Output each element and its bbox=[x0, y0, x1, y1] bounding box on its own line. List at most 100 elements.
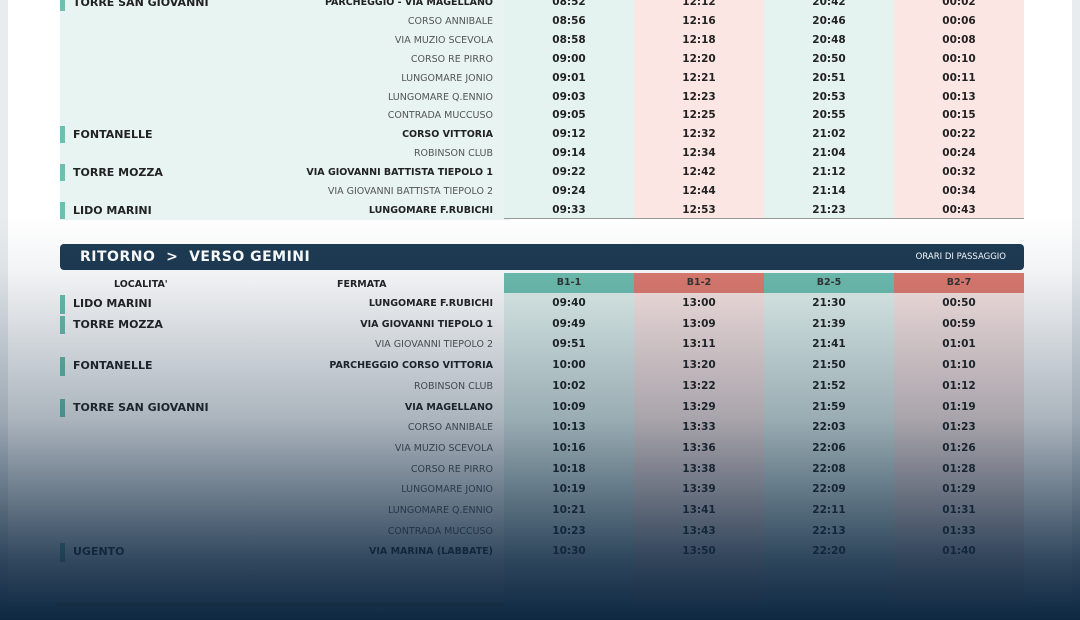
time: 13:43 bbox=[682, 524, 716, 537]
locality: TORRE MOZZA bbox=[73, 166, 163, 180]
time: 20:48 bbox=[812, 33, 846, 46]
title: RITORNO bbox=[80, 249, 156, 265]
stop: CORSO RE PIRRO bbox=[410, 463, 493, 475]
time: 01:28 bbox=[942, 462, 976, 475]
time: 21:39 bbox=[812, 317, 846, 330]
time: 21:12 bbox=[812, 166, 846, 179]
time: 21:04 bbox=[812, 147, 846, 160]
time: 01:40 bbox=[942, 545, 976, 558]
stop: PARCHEGGIO CORSO VITTORIA bbox=[329, 360, 493, 372]
time: 13:22 bbox=[682, 379, 716, 392]
time: 10:30 bbox=[552, 545, 586, 558]
locality: LIDO MARINI bbox=[73, 297, 152, 310]
time: 00:08 bbox=[942, 33, 976, 46]
time: 12:34 bbox=[682, 147, 716, 160]
margin bbox=[0, 0, 8, 620]
locality-marker bbox=[60, 164, 65, 181]
time: 13:20 bbox=[682, 359, 716, 372]
stop: VIA GIOVANNI BATTISTA TIEPOLO 2 bbox=[327, 186, 493, 197]
time: 21:41 bbox=[812, 338, 846, 351]
stop: LUNGOMARE Q.ENNIO bbox=[387, 91, 493, 103]
time: 00:43 bbox=[942, 203, 976, 216]
locality-marker bbox=[60, 0, 65, 11]
time: 00:02 bbox=[942, 0, 976, 8]
time: 12:42 bbox=[682, 166, 716, 179]
section-header: RITORNO > VERSO GEMINI ORARI DI PASSAGGI… bbox=[60, 244, 1024, 270]
locality-marker bbox=[60, 201, 65, 219]
time: 13:09 bbox=[682, 317, 716, 330]
time: 00:59 bbox=[942, 317, 976, 330]
section-title: RITORNO > VERSO GEMINI bbox=[80, 249, 310, 265]
time: 09:33 bbox=[552, 203, 586, 216]
time: 00:11 bbox=[942, 71, 976, 84]
rule bbox=[504, 218, 1024, 219]
time: 12:20 bbox=[682, 52, 716, 65]
time: 01:23 bbox=[942, 421, 976, 434]
time: 13:29 bbox=[682, 400, 716, 413]
time: 12:32 bbox=[682, 128, 716, 141]
time: 22:09 bbox=[812, 483, 846, 496]
time: 13:36 bbox=[682, 441, 716, 454]
stop: CORSO VITTORIA bbox=[402, 129, 493, 141]
time: 09:40 bbox=[552, 297, 586, 309]
time: 10:09 bbox=[552, 400, 586, 413]
time: 21:14 bbox=[812, 185, 846, 197]
time: 10:16 bbox=[552, 441, 586, 454]
time: 10:19 bbox=[552, 483, 586, 496]
destination: VERSO GEMINI bbox=[189, 249, 311, 265]
locality-marker bbox=[60, 543, 65, 563]
time: 12:44 bbox=[682, 185, 716, 197]
time: 08:56 bbox=[552, 14, 586, 27]
locality: TORRE SAN GIOVANNI bbox=[73, 400, 209, 414]
time: 13:38 bbox=[682, 462, 716, 475]
time: 22:08 bbox=[812, 462, 846, 475]
margin bbox=[1072, 0, 1080, 620]
time: 12:21 bbox=[682, 71, 716, 84]
time: 20:50 bbox=[812, 52, 846, 65]
time: 01:01 bbox=[942, 338, 976, 351]
time: 20:46 bbox=[812, 14, 846, 27]
locality-marker bbox=[60, 126, 65, 144]
time: 12:23 bbox=[682, 90, 716, 103]
stop: ROBINSON CLUB bbox=[413, 148, 493, 160]
time: 01:29 bbox=[942, 483, 976, 496]
time: 20:42 bbox=[812, 0, 846, 8]
column-header: FERMATA bbox=[337, 279, 387, 290]
stop: VIA MUZIO SCEVOLA bbox=[394, 34, 493, 46]
time: 13:33 bbox=[682, 421, 716, 434]
column-header: B1-1 bbox=[504, 273, 634, 293]
time: 22:20 bbox=[812, 545, 846, 558]
locality: TORRE SAN GIOVANNI bbox=[73, 0, 209, 9]
stop: CONTRADA MUCCUSO bbox=[387, 525, 493, 537]
column-header: B2-7 bbox=[894, 273, 1024, 293]
time: 20:55 bbox=[812, 109, 846, 122]
time: 01:19 bbox=[942, 400, 976, 413]
locality: FONTANELLE bbox=[73, 359, 153, 373]
time: 12:12 bbox=[682, 0, 716, 8]
locality-marker bbox=[60, 315, 65, 335]
stop: VIA MUZIO SCEVOLA bbox=[394, 442, 493, 454]
time: 13:50 bbox=[682, 545, 716, 558]
time: 21:23 bbox=[812, 203, 846, 216]
time: 21:52 bbox=[812, 379, 846, 392]
time: 00:10 bbox=[942, 52, 976, 65]
time: 00:22 bbox=[942, 128, 976, 141]
time: 01:31 bbox=[942, 504, 976, 516]
locality: FONTANELLE bbox=[73, 128, 153, 142]
column-header: B1-2 bbox=[634, 273, 764, 293]
locality: UGENTO bbox=[73, 545, 125, 559]
time: 21:30 bbox=[812, 297, 846, 309]
stop: VIA MAGELLANO bbox=[404, 401, 493, 413]
time: 00:13 bbox=[942, 90, 976, 103]
time: 21:02 bbox=[812, 128, 846, 141]
time: 09:00 bbox=[552, 52, 586, 65]
time: 09:14 bbox=[552, 147, 586, 160]
time: 09:49 bbox=[552, 317, 586, 330]
stop: LUNGOMARE Q.ENNIO bbox=[387, 505, 493, 516]
time: 10:18 bbox=[552, 462, 586, 475]
stop: LUNGOMARE JONIO bbox=[401, 72, 493, 84]
stop: VIA GIOVANNI TIEPOLO 2 bbox=[374, 339, 493, 351]
time: 10:23 bbox=[552, 524, 586, 537]
stop: LUNGOMARE F.RUBICHI bbox=[368, 298, 493, 309]
